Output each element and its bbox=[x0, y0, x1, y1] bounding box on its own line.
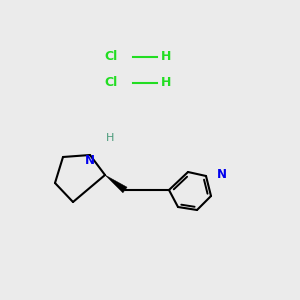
Polygon shape bbox=[105, 175, 127, 193]
Text: H: H bbox=[161, 50, 171, 64]
Text: H: H bbox=[106, 133, 114, 143]
Text: Cl: Cl bbox=[105, 76, 118, 89]
Text: N: N bbox=[217, 167, 227, 181]
Text: Cl: Cl bbox=[105, 50, 118, 64]
Text: H: H bbox=[161, 76, 171, 89]
Text: N: N bbox=[85, 154, 95, 166]
